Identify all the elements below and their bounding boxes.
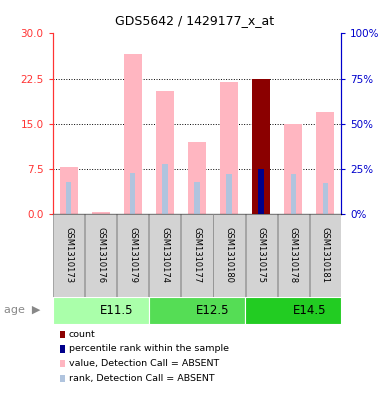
Bar — [213, 214, 245, 297]
Bar — [60, 167, 78, 214]
Text: GSM1310181: GSM1310181 — [321, 228, 330, 283]
Bar — [246, 214, 277, 297]
Text: age  ▶: age ▶ — [4, 305, 40, 316]
Text: GSM1310178: GSM1310178 — [289, 228, 298, 283]
Bar — [194, 182, 200, 214]
Bar — [284, 124, 302, 214]
Bar — [245, 297, 341, 324]
Bar — [316, 112, 334, 214]
Bar — [323, 184, 328, 214]
Text: count: count — [69, 330, 95, 338]
Bar — [53, 297, 149, 324]
Bar — [252, 79, 270, 214]
Bar — [181, 214, 213, 297]
Bar — [149, 297, 245, 324]
Text: GSM1310173: GSM1310173 — [64, 228, 73, 283]
Bar — [291, 174, 296, 214]
Bar — [53, 214, 84, 297]
Bar — [220, 82, 238, 214]
Bar — [278, 214, 309, 297]
Text: E14.5: E14.5 — [292, 304, 326, 317]
Text: GSM1310177: GSM1310177 — [192, 228, 202, 283]
Bar — [117, 214, 148, 297]
Text: E11.5: E11.5 — [100, 304, 133, 317]
Bar — [310, 214, 341, 297]
Text: GSM1310176: GSM1310176 — [96, 228, 105, 283]
Bar — [124, 55, 142, 214]
Bar — [226, 174, 232, 214]
Bar — [162, 163, 168, 214]
Bar — [149, 214, 181, 297]
Text: value, Detection Call = ABSENT: value, Detection Call = ABSENT — [69, 360, 219, 368]
Text: rank, Detection Call = ABSENT: rank, Detection Call = ABSENT — [69, 375, 214, 383]
Text: GSM1310174: GSM1310174 — [160, 228, 169, 283]
Text: GDS5642 / 1429177_x_at: GDS5642 / 1429177_x_at — [115, 14, 275, 27]
Bar — [130, 173, 135, 214]
Text: GSM1310179: GSM1310179 — [128, 228, 137, 283]
Bar — [66, 182, 71, 214]
Text: percentile rank within the sample: percentile rank within the sample — [69, 345, 229, 353]
Text: GSM1310175: GSM1310175 — [257, 228, 266, 283]
Text: E12.5: E12.5 — [196, 304, 230, 317]
Bar — [188, 142, 206, 214]
Text: GSM1310180: GSM1310180 — [225, 228, 234, 283]
Bar — [156, 91, 174, 214]
Bar — [259, 169, 264, 214]
Bar — [92, 212, 110, 214]
Bar — [85, 214, 116, 297]
